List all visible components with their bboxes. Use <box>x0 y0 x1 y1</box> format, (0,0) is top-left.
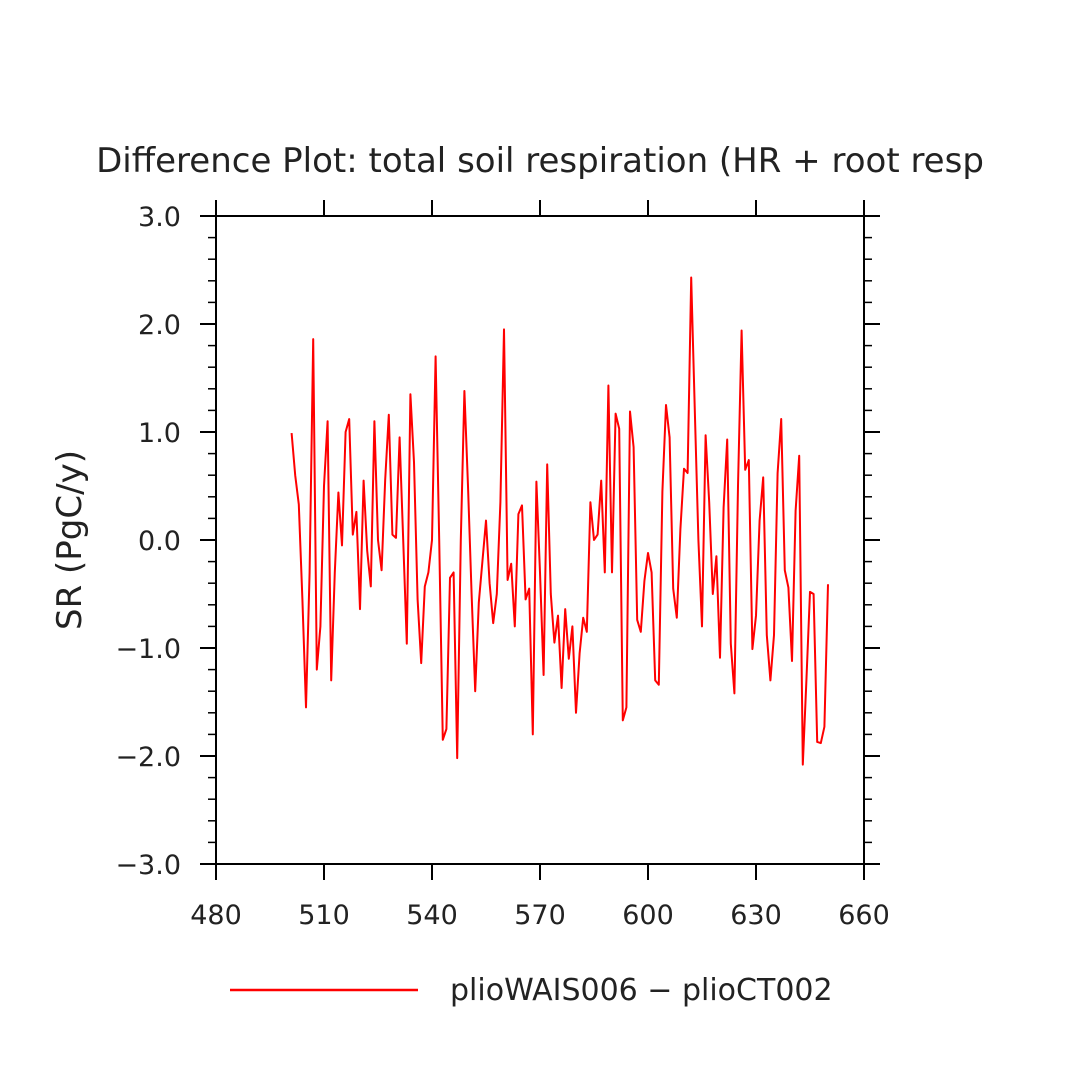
legend-label: plioWAIS006 − plioCT002 <box>450 973 833 1008</box>
y-tick-label: −1.0 <box>115 634 181 665</box>
plot-border <box>215 215 865 865</box>
y-tick-label: −3.0 <box>115 850 181 881</box>
y-tick-label: 2.0 <box>138 310 181 341</box>
x-tick-label: 480 <box>190 900 242 931</box>
x-tick-label: 570 <box>514 900 566 931</box>
axis-ticks <box>200 200 880 880</box>
x-tick-label: 630 <box>730 900 782 931</box>
x-tick-label: 600 <box>622 900 674 931</box>
y-tick-label: −2.0 <box>115 742 181 773</box>
y-axis-tick-labels: −3.0 −2.0 −1.0 0.0 1.0 2.0 3.0 <box>115 202 181 881</box>
chart-title: Difference Plot: total soil respiration … <box>96 141 984 181</box>
x-tick-label: 540 <box>406 900 458 931</box>
legend: plioWAIS006 − plioCT002 <box>230 973 833 1008</box>
series-line-pliowais006-minus-plioct002 <box>290 276 829 766</box>
y-tick-label: 0.0 <box>138 526 181 557</box>
plot-frame <box>215 215 865 865</box>
y-tick-label: 1.0 <box>138 418 181 449</box>
y-tick-label: 3.0 <box>138 202 181 233</box>
x-tick-label: 510 <box>298 900 350 931</box>
x-axis-tick-labels: 480 510 540 570 600 630 660 <box>190 900 890 931</box>
y-axis-label: SR (PgC/y) <box>50 450 90 630</box>
x-tick-label: 660 <box>838 900 890 931</box>
